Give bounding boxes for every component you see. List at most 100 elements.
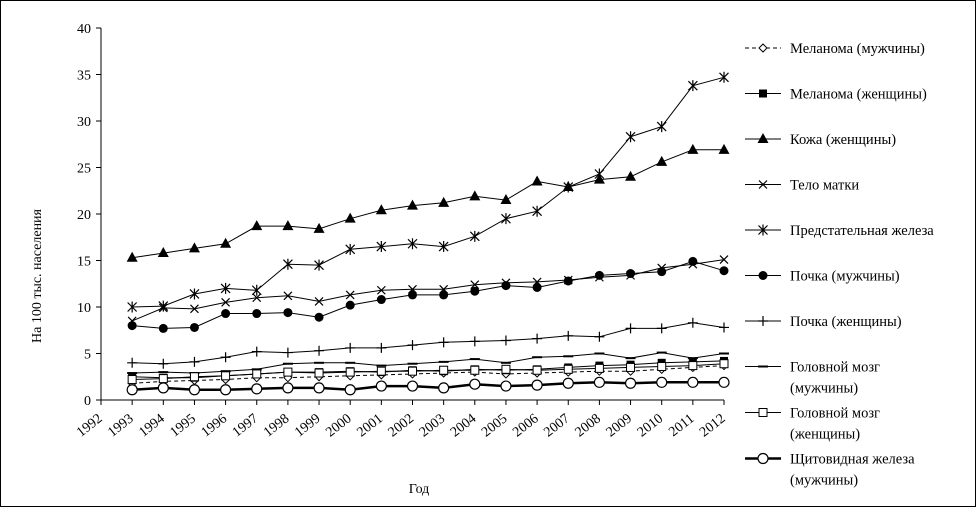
marker-asterisk bbox=[158, 300, 169, 312]
marker-square-open bbox=[408, 366, 417, 376]
marker-asterisk bbox=[563, 181, 574, 193]
marker-plus bbox=[438, 337, 449, 348]
marker-square-open bbox=[532, 365, 542, 375]
marker-asterisk bbox=[469, 230, 480, 242]
marker-circle-open bbox=[157, 382, 169, 394]
y-axis-ticks: 0 5 10 15 20 25 30 35 40 bbox=[77, 22, 101, 409]
marker-circle bbox=[657, 267, 667, 277]
x-tick-label: 2006 bbox=[510, 411, 541, 440]
marker-circle-open bbox=[687, 376, 699, 388]
legend-item-7: Почка (женщины) bbox=[745, 314, 902, 330]
series-line bbox=[132, 260, 725, 329]
marker-x bbox=[758, 180, 768, 189]
marker-triangle bbox=[188, 242, 200, 253]
marker-circle bbox=[314, 312, 324, 322]
marker-asterisk bbox=[594, 168, 605, 180]
marker-circle bbox=[252, 309, 262, 319]
marker-square-open bbox=[501, 364, 511, 374]
marker-plus bbox=[594, 331, 605, 342]
y-tick-label: 15 bbox=[77, 255, 91, 270]
series-line bbox=[132, 76, 725, 308]
marker-diamond bbox=[758, 43, 768, 53]
marker-circle bbox=[626, 269, 636, 279]
marker-plus bbox=[758, 316, 768, 326]
marker-circle-open bbox=[344, 384, 356, 396]
x-tick-label: 2009 bbox=[604, 411, 635, 440]
marker-plus bbox=[282, 347, 293, 358]
marker-triangle bbox=[282, 220, 294, 231]
marker-asterisk bbox=[656, 121, 667, 133]
y-tick-label: 20 bbox=[77, 208, 91, 223]
legend-item-6: Почка (мужчины) bbox=[745, 269, 900, 285]
x-tick-label: 1993 bbox=[105, 411, 136, 440]
y-tick-label: 10 bbox=[77, 301, 91, 316]
series-line bbox=[132, 360, 725, 379]
series-line bbox=[132, 352, 725, 374]
marker-plus bbox=[563, 330, 574, 341]
legend-label: Почка (мужчины) bbox=[790, 269, 900, 285]
marker-plus bbox=[656, 323, 667, 334]
marker-triangle bbox=[375, 204, 387, 215]
marker-asterisk bbox=[407, 238, 418, 250]
marker-square-open bbox=[626, 362, 636, 372]
marker-circle-open bbox=[757, 452, 769, 465]
series-line bbox=[132, 149, 724, 259]
marker-plus bbox=[625, 323, 636, 334]
marker-square bbox=[759, 89, 767, 98]
legend-label: (женщины) bbox=[790, 427, 860, 443]
series-line bbox=[132, 365, 725, 384]
marker-square-open bbox=[158, 374, 168, 384]
legend-label: Кожа (женщины) bbox=[790, 132, 896, 148]
x-tick-label: 2008 bbox=[573, 411, 604, 440]
legend-label: Меланома (женщины) bbox=[790, 87, 927, 103]
legend-label: Щитовидная железа bbox=[790, 452, 915, 468]
legend-item-8: Головной мозг (мужчины) bbox=[745, 360, 880, 397]
legend-label: Головной мозг bbox=[790, 406, 880, 422]
marker-square-open bbox=[594, 363, 604, 373]
marker-circle-open bbox=[469, 378, 481, 390]
marker-circle-open bbox=[126, 384, 138, 396]
marker-asterisk bbox=[758, 224, 768, 236]
legend-label: Меланома (мужчины) bbox=[790, 41, 925, 57]
x-tick-label: 2000 bbox=[323, 411, 354, 440]
marker-square-open bbox=[657, 362, 667, 372]
marker-circle-open bbox=[438, 382, 450, 394]
marker-triangle bbox=[531, 175, 543, 186]
marker-x bbox=[470, 280, 480, 290]
marker-square-open bbox=[470, 365, 480, 375]
legend-item-3: Кожа (женщины) bbox=[745, 132, 896, 148]
marker-triangle bbox=[157, 247, 169, 258]
x-tick-label: 1998 bbox=[261, 411, 292, 440]
marker-triangle bbox=[313, 222, 325, 233]
marker-square-open bbox=[345, 367, 355, 377]
series-line bbox=[132, 363, 725, 380]
marker-plus bbox=[469, 336, 480, 347]
marker-circle-open bbox=[406, 380, 419, 392]
marker-circle bbox=[532, 282, 542, 292]
marker-plus bbox=[314, 345, 325, 356]
marker-square-open bbox=[189, 372, 199, 382]
marker-x bbox=[376, 285, 386, 295]
x-tick-label: 2003 bbox=[417, 411, 448, 440]
marker-square-open bbox=[376, 366, 386, 376]
x-tick-label: 1997 bbox=[230, 411, 261, 440]
legend-item-2: Меланома (женщины) bbox=[745, 87, 927, 103]
marker-plus bbox=[158, 358, 169, 369]
legend-label: Тело матки bbox=[790, 178, 859, 194]
marker-circle-open bbox=[593, 376, 606, 388]
series-5 bbox=[127, 71, 729, 313]
series-3 bbox=[126, 143, 730, 262]
marker-circle bbox=[283, 308, 293, 318]
marker-asterisk bbox=[687, 80, 698, 92]
marker-square-open bbox=[314, 368, 324, 378]
legend-label: (мужчины) bbox=[790, 473, 858, 489]
x-tick-label: 1996 bbox=[199, 411, 230, 440]
legend-item-1: Меланома (мужчины) bbox=[745, 41, 925, 57]
marker-circle bbox=[408, 290, 417, 300]
marker-asterisk bbox=[376, 241, 387, 253]
marker-plus bbox=[189, 356, 200, 367]
series-2 bbox=[128, 356, 728, 382]
x-tick-label: 2001 bbox=[355, 411, 386, 440]
marker-circle-open bbox=[251, 383, 263, 395]
series-line bbox=[132, 259, 725, 322]
